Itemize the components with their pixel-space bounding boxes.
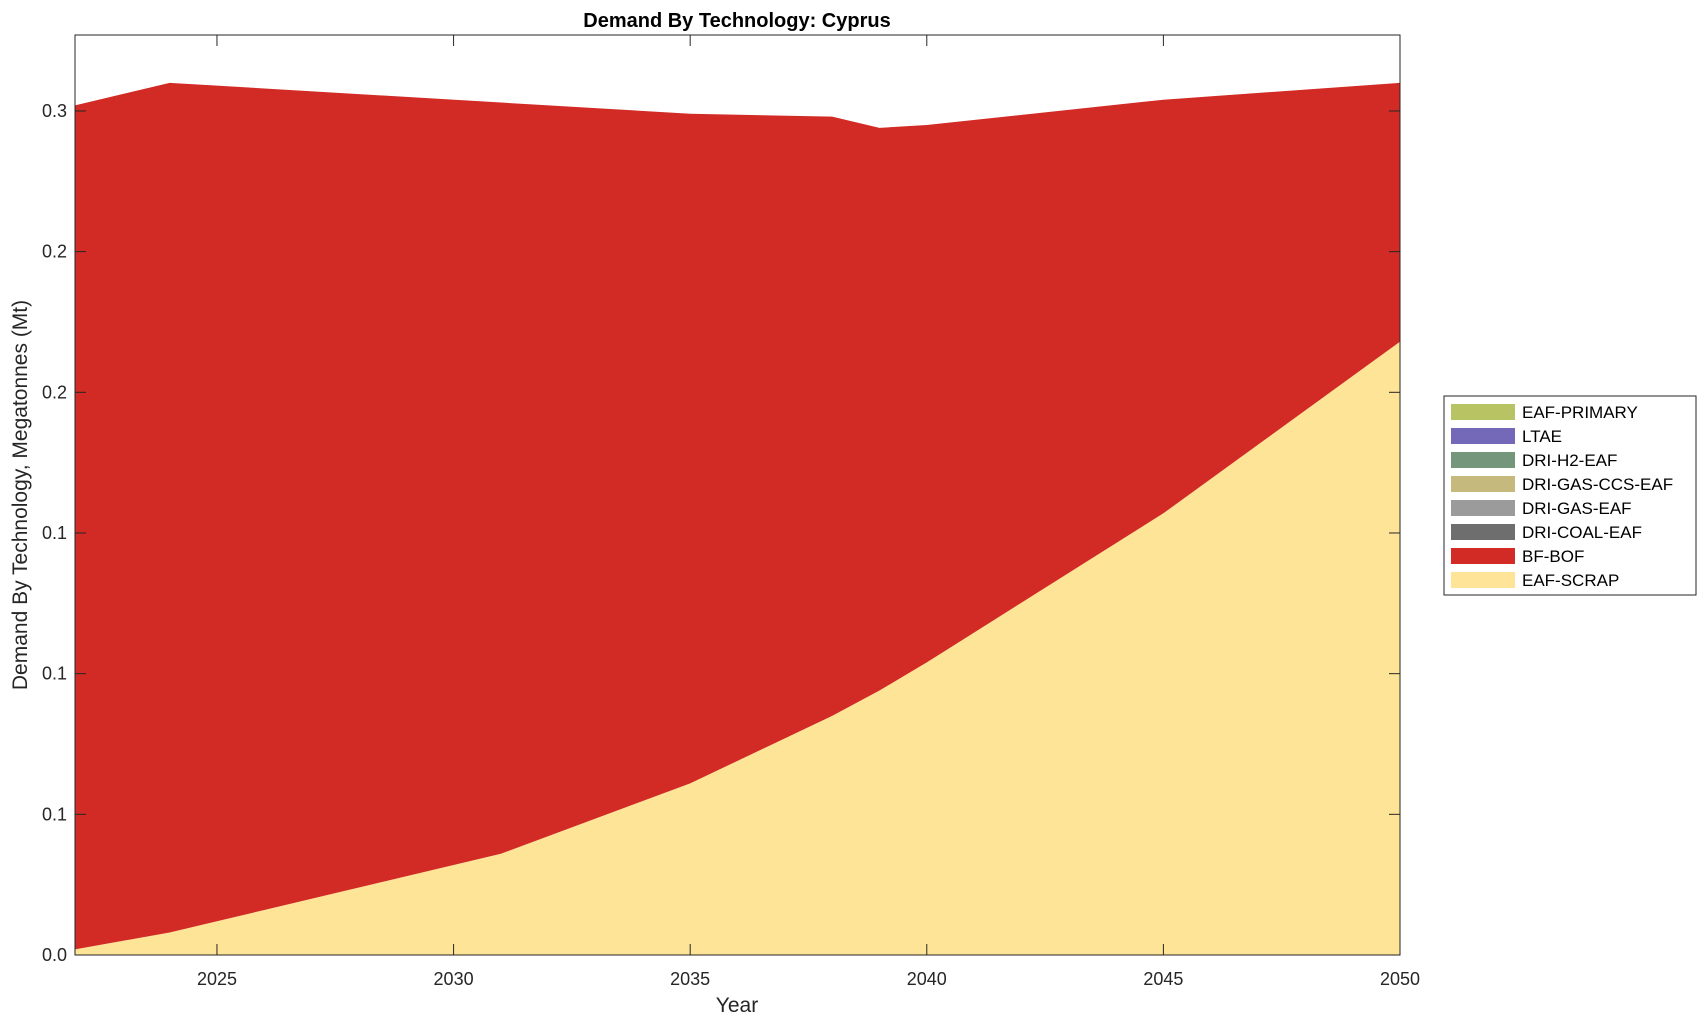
legend-swatch-dri-coal-eaf [1451, 524, 1515, 540]
x-tick-label: 2050 [1380, 969, 1420, 989]
legend-label-dri-gas-ccs-eaf: DRI-GAS-CCS-EAF [1522, 475, 1673, 494]
legend-swatch-dri-h2-eaf [1451, 452, 1515, 468]
area-eaf-scrap [75, 341, 1400, 955]
legend-swatch-ltae [1451, 428, 1515, 444]
legend-swatch-bf-bof [1451, 548, 1515, 564]
legend-label-dri-h2-eaf: DRI-H2-EAF [1522, 451, 1617, 470]
area-series-group [75, 82, 1400, 955]
plot-frame [74, 34, 1401, 956]
y-tick-label: 0.2 [42, 242, 67, 262]
legend-label-dri-gas-eaf: DRI-GAS-EAF [1522, 499, 1632, 518]
y-tick-label: 0.0 [42, 945, 67, 965]
y-tick-label: 0.1 [42, 804, 67, 824]
chart-title: Demand By Technology: Cyprus [583, 10, 890, 32]
x-axis-label: Year [716, 994, 758, 1017]
x-tick-label: 2040 [907, 969, 947, 989]
legend: EAF-PRIMARY LTAE DRI-H2-EAF DRI-GAS-CCS-EAF… [1443, 395, 1697, 596]
y-axis-label: Demand By Technology, Megatonnes (Mt) [9, 300, 32, 690]
legend-swatch-dri-gas-eaf [1451, 500, 1515, 516]
y-tick-label: 0.1 [42, 523, 67, 543]
x-tick-label: 2025 [197, 969, 237, 989]
legend-label-ltae: LTAE [1522, 427, 1562, 446]
legend-label-bf-bof: BF-BOF [1522, 547, 1584, 566]
y-tick-label: 0.2 [42, 382, 67, 402]
legend-swatch-eaf-primary [1451, 404, 1515, 420]
legend-label-eaf-primary: EAF-PRIMARY [1522, 403, 1638, 422]
area-bf-bof [75, 82, 1400, 950]
legend-label-dri-coal-eaf: DRI-COAL-EAF [1522, 523, 1642, 542]
legend-swatch-dri-gas-ccs-eaf [1451, 476, 1515, 492]
legend-label-eaf-scrap: EAF-SCRAP [1522, 571, 1619, 590]
y-tick-label: 0.1 [42, 664, 67, 684]
legend-swatch-eaf-scrap [1451, 572, 1515, 588]
axis-ticks: 2025 2030 2035 2040 2045 2050 0.0 0.1 0.1 0.1 0.2 0… [42, 35, 1420, 989]
y-tick-label: 0.3 [42, 101, 67, 121]
x-tick-label: 2045 [1143, 969, 1183, 989]
x-tick-label: 2035 [670, 969, 710, 989]
x-tick-label: 2030 [434, 969, 474, 989]
